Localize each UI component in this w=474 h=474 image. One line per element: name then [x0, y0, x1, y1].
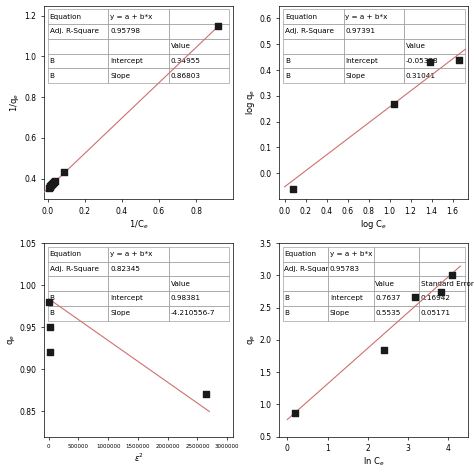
Point [380, 346, 387, 353]
Point [426, 58, 433, 66]
Y-axis label: log q$_e$: log q$_e$ [244, 89, 257, 115]
Point [46, 323, 54, 331]
Point [61, 169, 68, 176]
Point [45, 298, 53, 306]
Point [390, 100, 398, 108]
Point [438, 288, 445, 295]
Point [411, 293, 419, 301]
Point [45, 184, 53, 191]
X-axis label: ln C$_e$: ln C$_e$ [363, 456, 384, 468]
Point [202, 391, 210, 398]
Y-axis label: q$_e$: q$_e$ [246, 335, 257, 345]
Point [455, 56, 463, 64]
Point [48, 180, 56, 187]
Point [291, 409, 298, 417]
Y-axis label: 1/q$_e$: 1/q$_e$ [9, 93, 21, 112]
Point [47, 181, 55, 189]
X-axis label: $\varepsilon^2$: $\varepsilon^2$ [134, 452, 144, 465]
X-axis label: 1/C$_e$: 1/C$_e$ [129, 219, 148, 231]
Point [50, 178, 58, 185]
Point [46, 349, 54, 356]
X-axis label: log C$_e$: log C$_e$ [361, 219, 387, 231]
Point [448, 272, 456, 279]
Point [46, 182, 54, 190]
Point [289, 185, 297, 192]
Point [51, 177, 59, 184]
Point [49, 179, 57, 186]
Y-axis label: q$_e$: q$_e$ [6, 335, 17, 345]
Point [46, 183, 54, 191]
Point [215, 22, 222, 30]
